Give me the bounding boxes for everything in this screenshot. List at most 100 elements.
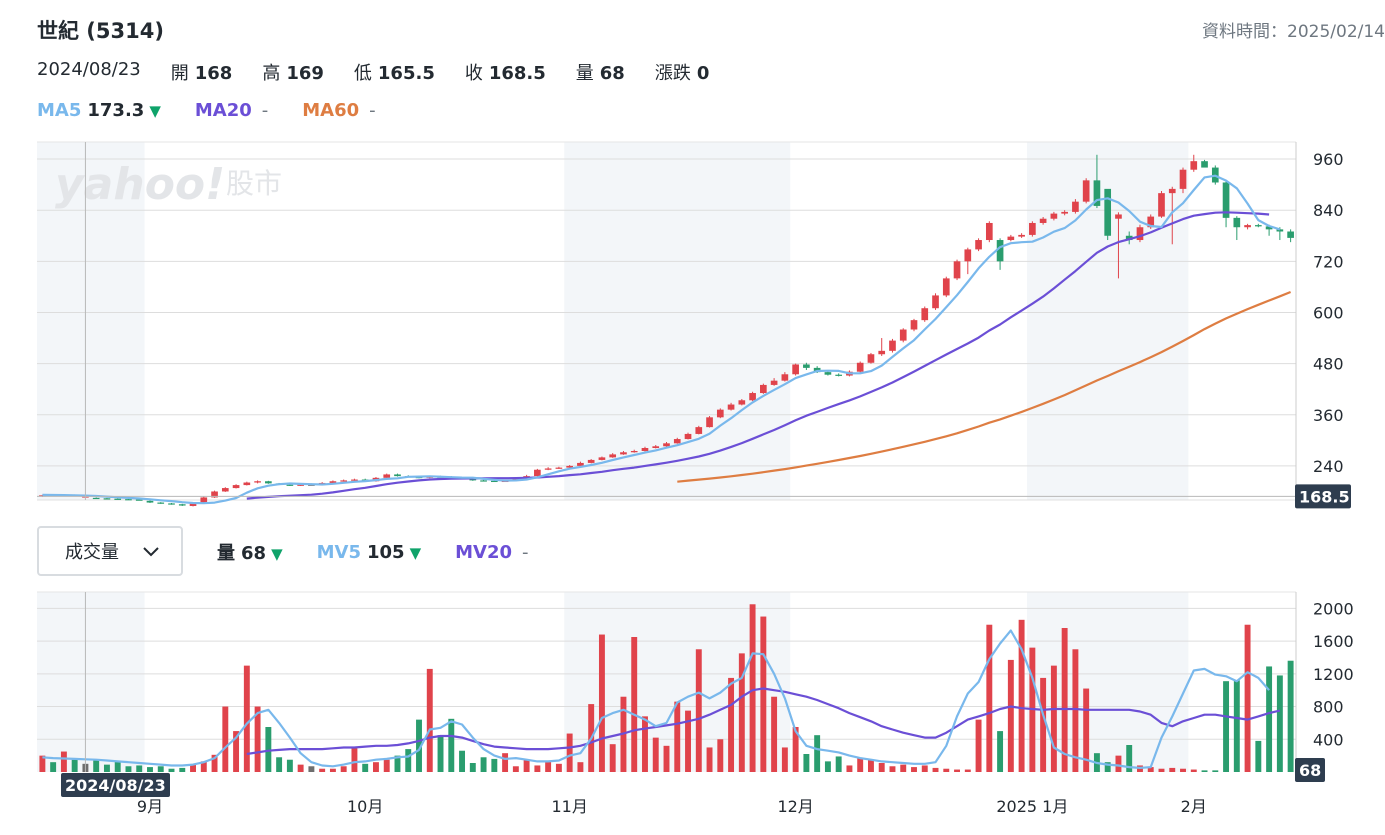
candle-body <box>803 364 810 368</box>
volume-bar <box>964 769 971 772</box>
month-label: 11月 <box>551 797 587 816</box>
mv20-legend[interactable]: MV20- <box>455 542 528 563</box>
month-label: 2025 1月 <box>996 797 1068 816</box>
candle-body <box>964 249 972 262</box>
ma20-legend[interactable]: MA20- <box>195 100 268 121</box>
candle-body <box>1147 216 1155 228</box>
candlestick <box>243 481 251 486</box>
date-tag-text: 2024/08/23 <box>65 776 166 795</box>
volume-bar <box>1018 619 1025 772</box>
data-timestamp: 資料時間：2025/02/14 <box>1202 22 1385 42</box>
candle-body <box>889 340 896 351</box>
volume-average-lines <box>42 629 1281 769</box>
candle-body <box>792 364 799 375</box>
volume-bar <box>60 751 67 772</box>
candlestick <box>727 402 735 411</box>
volume-indicator-select[interactable]: 成交量 <box>37 526 183 576</box>
volume-bar <box>706 747 713 772</box>
change-value: 0 <box>696 63 710 84</box>
volume-bar <box>997 731 1004 772</box>
mv5-legend[interactable]: MV5 105 ▼ <box>317 542 422 563</box>
candlestick <box>1061 210 1068 216</box>
ma5-legend[interactable]: MA5 173.3 ▼ <box>37 100 161 121</box>
candle-body <box>695 427 703 434</box>
volume-bar <box>1007 659 1014 772</box>
candle-body <box>975 240 982 250</box>
volume-bar <box>459 750 466 772</box>
volume-bar <box>93 760 100 772</box>
candlestick <box>1050 211 1058 221</box>
volume-bar <box>760 616 767 772</box>
candlestick <box>641 446 649 452</box>
candle-body <box>211 491 218 498</box>
volume-bar <box>663 745 670 772</box>
candle-body <box>490 480 498 483</box>
volume-bar <box>1233 680 1240 772</box>
candlestick <box>1222 180 1230 228</box>
yahoo-logo-text: yahoo! <box>55 159 225 210</box>
candle-body <box>1179 169 1187 189</box>
candlestick <box>996 238 1004 270</box>
yahoo-logo: yahoo! 股市 <box>55 159 282 210</box>
ma5-label: MA5 <box>37 100 82 121</box>
volume-bar <box>1104 762 1111 772</box>
candlestick <box>92 497 100 500</box>
candlestick <box>1039 217 1047 225</box>
ma60-legend[interactable]: MA60- <box>302 100 375 121</box>
close-value: 168.5 <box>488 63 546 84</box>
candle-body <box>985 222 993 241</box>
candle-body <box>652 446 660 449</box>
volume-bar <box>1158 768 1165 772</box>
volume-bar <box>889 766 896 772</box>
volume-bar <box>523 759 530 772</box>
volume-select-label: 成交量 <box>65 542 119 563</box>
candlestick <box>534 468 541 477</box>
candlestick <box>630 449 638 453</box>
candlestick <box>1201 159 1208 168</box>
candlestick <box>964 247 972 275</box>
candle-body <box>480 480 487 482</box>
low-value: 165.5 <box>377 63 435 84</box>
candle-body <box>1082 180 1090 202</box>
vol-value: 68 <box>241 543 267 564</box>
current-price-tag: 168.5 <box>1295 484 1351 509</box>
candle-body <box>953 261 961 279</box>
candle-body <box>92 497 100 500</box>
volume-bar <box>1147 767 1154 772</box>
open-value: 168 <box>194 63 233 84</box>
candlestick <box>1104 188 1112 241</box>
candle-body <box>1168 188 1176 194</box>
candle-body <box>1222 182 1230 218</box>
candlestick <box>598 456 606 461</box>
candle-body <box>544 468 552 470</box>
candle-body <box>189 503 197 506</box>
candle-body <box>996 240 1004 262</box>
volume-bar <box>491 758 498 772</box>
watermark-text: 股市 <box>226 167 282 200</box>
candlestick <box>985 221 993 243</box>
candlestick <box>921 306 929 322</box>
volume-bar <box>136 765 143 772</box>
month-label: 10月 <box>347 797 383 816</box>
ma5-line <box>42 174 1281 505</box>
volume-bar <box>943 768 950 772</box>
candlestick <box>168 502 175 505</box>
candle-body <box>1125 235 1133 241</box>
candle-body <box>1039 218 1047 223</box>
volume-value: 68 <box>599 63 625 84</box>
volume-bar <box>1212 770 1219 772</box>
volume-bar <box>1244 624 1251 772</box>
candlestick <box>652 445 660 449</box>
volume-bar <box>103 764 110 772</box>
candle-body <box>609 454 617 458</box>
candlestick <box>1233 216 1241 241</box>
volume-bar <box>157 766 164 772</box>
volume-tick-label: 400 <box>1313 730 1344 749</box>
candlestick <box>620 450 627 455</box>
candle-body <box>598 457 606 460</box>
ma20-value: - <box>261 100 269 121</box>
candle-body <box>1255 225 1262 227</box>
candle-body <box>157 502 165 504</box>
volume-bar <box>824 761 831 772</box>
